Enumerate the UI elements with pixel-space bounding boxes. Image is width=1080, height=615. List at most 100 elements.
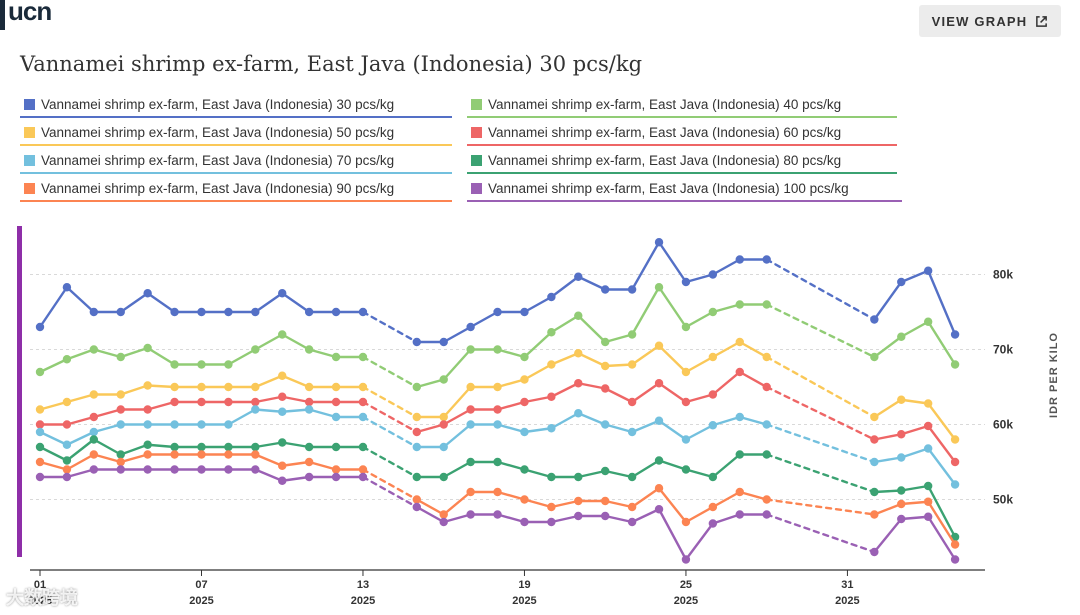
series-70-segment xyxy=(281,408,311,413)
series-70-point xyxy=(304,405,314,414)
series-100-segment xyxy=(926,515,957,561)
series-40-point xyxy=(923,317,933,326)
series-30-point xyxy=(278,289,287,298)
series-30-segment xyxy=(926,269,957,336)
view-graph-button[interactable]: VIEW GRAPH xyxy=(919,5,1061,37)
legend-label: Vannamei shrimp ex-farm, East Java (Indo… xyxy=(41,96,395,112)
series-30-segment xyxy=(900,269,930,284)
series-60-point xyxy=(681,397,691,407)
legend-swatch xyxy=(471,126,482,138)
series-30-segment xyxy=(254,292,284,314)
series-90-point xyxy=(62,465,72,474)
x-tick-label: 25 xyxy=(680,579,692,591)
series-30-point xyxy=(923,266,933,275)
series-80-segment xyxy=(442,460,472,479)
legend-item-60-pcs[interactable]: Vannamei shrimp ex-farm, East Java (Indo… xyxy=(467,122,897,146)
series-70-point xyxy=(923,444,933,453)
series-50-point xyxy=(439,412,448,422)
legend-item-100-pcs[interactable]: Vannamei shrimp ex-farm, East Java (Indo… xyxy=(467,178,902,202)
series-40-point xyxy=(62,355,72,364)
series-90-segment xyxy=(765,498,876,516)
series-70-point xyxy=(143,420,152,429)
series-50-point xyxy=(466,382,475,392)
series-30-point xyxy=(601,285,610,294)
series-100-segment xyxy=(496,513,526,524)
series-60-point xyxy=(870,435,879,444)
series-90-point xyxy=(493,487,502,497)
series-100-point xyxy=(251,465,260,474)
series-30-point xyxy=(412,337,421,347)
ucn-logo[interactable]: ucn xyxy=(0,0,62,30)
series-80-point xyxy=(870,487,879,497)
series-50-point xyxy=(278,371,287,380)
series-60-point xyxy=(89,412,99,422)
series-40-segment xyxy=(765,303,876,359)
series-90-point xyxy=(224,450,233,459)
series-60-point xyxy=(574,379,583,388)
legend-item-90-pcs[interactable]: Vannamei shrimp ex-farm, East Java (Indo… xyxy=(20,178,452,202)
legend-label: Vannamei shrimp ex-farm, East Java (Indo… xyxy=(488,180,849,196)
series-90-segment xyxy=(307,460,338,471)
series-50-segment xyxy=(926,402,957,441)
series-80-segment xyxy=(577,469,607,479)
series-90-segment xyxy=(92,453,122,464)
series-30-segment xyxy=(765,258,876,321)
series-60-segment xyxy=(415,423,445,434)
series-90-point xyxy=(601,496,610,506)
series-60-point xyxy=(197,397,206,407)
series-30-segment xyxy=(711,258,741,276)
series-60-point xyxy=(493,405,502,414)
series-80-segment xyxy=(92,438,122,456)
series-30-point xyxy=(654,238,664,247)
series-70-segment xyxy=(738,415,768,426)
legend-item-80-pcs[interactable]: Vannamei shrimp ex-farm, East Java (Indo… xyxy=(467,150,897,174)
legend-item-50-pcs[interactable]: Vannamei shrimp ex-farm, East Java (Indo… xyxy=(20,122,452,146)
series-30-point xyxy=(681,277,691,287)
legend-swatch xyxy=(24,182,35,194)
watermark-text: 大数跨境 xyxy=(6,588,78,609)
series-80-point xyxy=(547,472,556,482)
series-90-point xyxy=(412,495,421,504)
series-60-point xyxy=(950,457,960,467)
series-70-point xyxy=(493,420,502,429)
series-30-point xyxy=(224,307,233,317)
series-30-point xyxy=(116,307,125,317)
series-60-point xyxy=(143,405,152,414)
series-40-point xyxy=(143,343,152,353)
view-graph-label: VIEW GRAPH xyxy=(931,13,1028,29)
legend-item-70-pcs[interactable]: Vannamei shrimp ex-farm, East Java (Indo… xyxy=(20,150,452,174)
series-90-point xyxy=(627,502,637,512)
series-50-segment xyxy=(604,363,634,368)
series-30-point xyxy=(762,255,771,264)
series-50-point xyxy=(735,337,744,347)
series-80-segment xyxy=(684,468,715,479)
series-50-segment xyxy=(496,378,526,389)
series-70-point xyxy=(197,420,206,429)
series-90-segment xyxy=(926,500,957,546)
series-100-segment xyxy=(254,468,284,482)
series-80-point xyxy=(197,442,206,452)
series-30-segment xyxy=(550,275,580,299)
series-50-point xyxy=(627,360,637,369)
series-80-point xyxy=(897,486,906,495)
series-100-point xyxy=(627,517,637,527)
series-50-point xyxy=(923,399,933,408)
series-50-segment xyxy=(550,352,580,366)
legend-item-40-pcs[interactable]: Vannamei shrimp ex-farm, East Java (Indo… xyxy=(467,94,897,118)
series-50-point xyxy=(547,360,556,369)
series-70-point xyxy=(547,424,556,433)
series-60-segment xyxy=(65,415,96,426)
series-100-point xyxy=(224,465,233,474)
series-90-segment xyxy=(281,460,311,467)
legend-swatch xyxy=(471,182,482,194)
series-40-point xyxy=(439,375,448,384)
legend-item-30-pcs[interactable]: Vannamei shrimp ex-farm, East Java (Indo… xyxy=(20,94,452,118)
series-80-point xyxy=(654,456,664,465)
series-100-segment xyxy=(684,522,715,561)
series-50-point xyxy=(681,367,691,377)
series-40-point xyxy=(412,382,421,392)
series-50-point xyxy=(89,390,99,399)
series-40-point xyxy=(170,360,179,369)
series-40-point xyxy=(358,352,368,362)
series-80-point xyxy=(520,465,529,474)
